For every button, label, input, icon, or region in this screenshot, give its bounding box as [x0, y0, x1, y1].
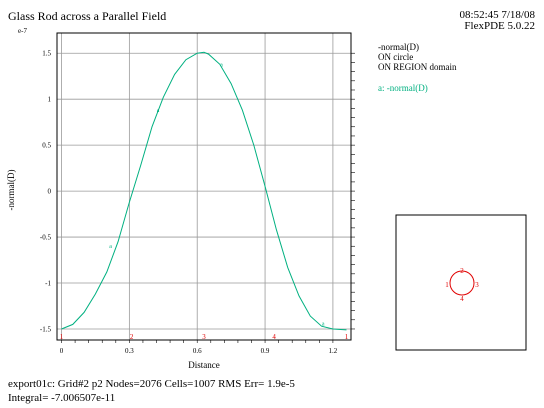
legend-line-3: ON REGION domain [378, 62, 457, 72]
y-tick-label: 0.5 [42, 142, 51, 150]
series-marker-a: a [322, 321, 325, 327]
series-markers: a a a a [109, 62, 325, 327]
y-tick-label: -1 [45, 280, 51, 288]
plot-frame [56, 32, 352, 341]
software-version: FlexPDE 5.0.22 [464, 20, 535, 32]
axis-marker: 4 [272, 333, 276, 341]
axis-markers: 1 2 3 4 1 [60, 333, 349, 341]
series-marker-a: a [220, 62, 223, 68]
axis-marker: 1 [60, 333, 64, 341]
inset-marker-2: 2 [460, 267, 464, 275]
inset-marker-3: 3 [475, 281, 479, 289]
inset-circle [449, 270, 475, 296]
axis-marker: 3 [202, 333, 206, 341]
footer-stats: export01c: Grid#2 p2 Nodes=2076 Cells=10… [8, 378, 295, 390]
inset-marker-1: 1 [445, 281, 449, 289]
x-tick-label: 0.3 [125, 347, 134, 355]
x-tick-label: 0 [60, 347, 64, 355]
timestamp: 08:52:45 7/18/08 [459, 9, 535, 21]
exponent-label: e-7 [18, 27, 27, 35]
series-line-a [61, 51, 347, 331]
x-tick-label: 1.2 [329, 347, 338, 355]
x-tick-label: 0.6 [193, 347, 202, 355]
domain-inset: 1 2 3 4 [395, 214, 527, 351]
x-axis-label: Distance [188, 360, 220, 370]
legend-line-1: -normal(D) [378, 42, 419, 52]
inset-frame [395, 214, 527, 351]
grid-lines [57, 33, 351, 340]
ticks: 0 0.3 0.6 0.9 1.2 1.5 1 0.5 0 -0.5 -1 -1.5 [40, 50, 355, 355]
legend-line-2: ON circle [378, 52, 414, 62]
axis-marker: 2 [130, 333, 134, 341]
legend-series-a: a: -normal(D) [378, 83, 428, 93]
inset-marker-4: 4 [460, 295, 464, 303]
footer-integral: Integral= -7.006507e-11 [8, 392, 116, 404]
y-tick-label: 1 [48, 96, 52, 104]
plot-title: Glass Rod across a Parallel Field [8, 9, 167, 23]
series-marker-a: a [109, 244, 112, 250]
axis-marker: 1 [345, 333, 349, 341]
y-tick-label: -0.5 [40, 234, 52, 242]
y-tick-label: -1.5 [40, 325, 52, 333]
y-axis-label: -normal(D) [6, 170, 16, 211]
legend: -normal(D) ON circle ON REGION domain a:… [378, 42, 457, 93]
x-tick-label: 0.9 [261, 347, 270, 355]
series-marker-a: a [157, 108, 160, 114]
y-tick-label: 0 [48, 188, 52, 196]
y-tick-label: 1.5 [42, 50, 51, 58]
